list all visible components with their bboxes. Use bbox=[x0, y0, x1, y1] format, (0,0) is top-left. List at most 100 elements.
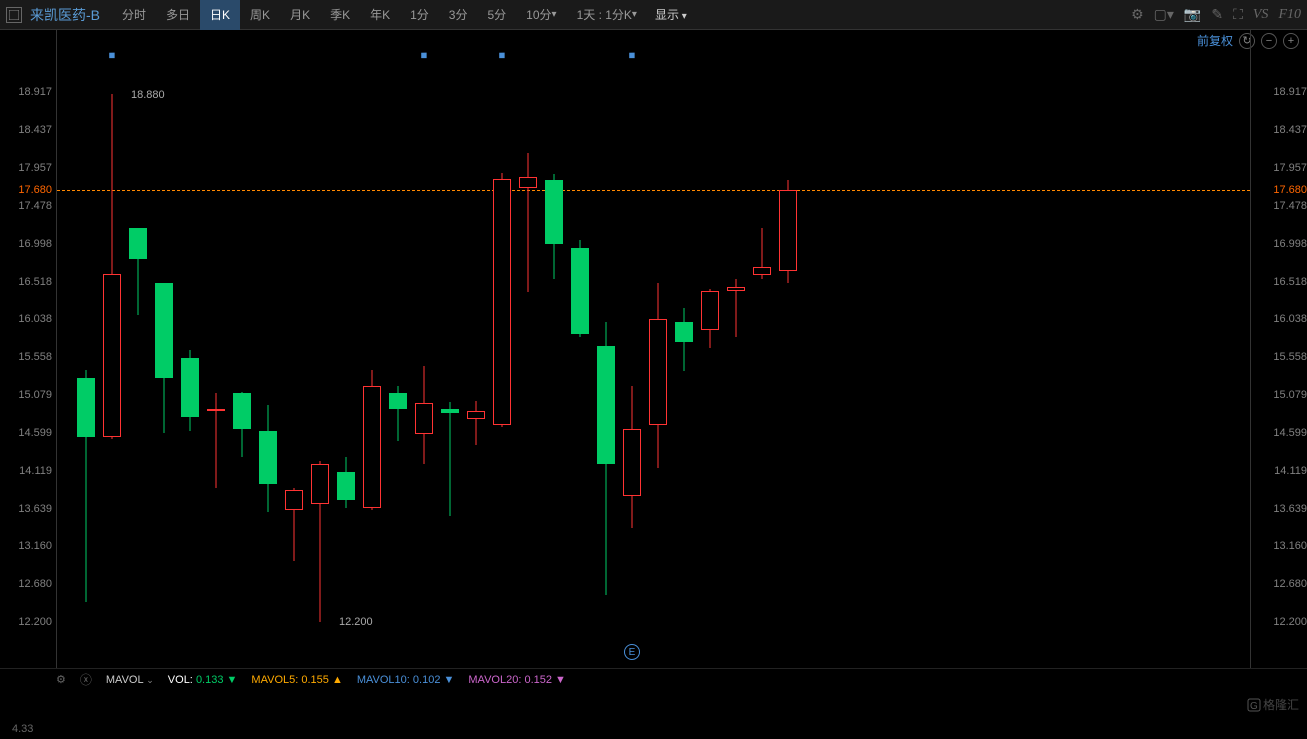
timeframe-tab-1[interactable]: 多日 bbox=[156, 0, 200, 30]
candle[interactable] bbox=[441, 30, 459, 668]
timeframe-tab-8[interactable]: 3分 bbox=[439, 0, 478, 30]
candle[interactable] bbox=[519, 30, 537, 668]
chart-area: 18.917 18.437 17.957 17.680 17.478 16.998 16.5… bbox=[0, 30, 1307, 668]
y-tick: 16.998 bbox=[0, 238, 56, 250]
down-arrow-icon: ▼ bbox=[444, 674, 455, 686]
timeframe-tab-6[interactable]: 年K bbox=[360, 0, 400, 30]
stock-name[interactable]: 来凯医药-B bbox=[30, 5, 100, 25]
y-tick: 18.437 bbox=[1251, 124, 1307, 136]
fullscreen-icon[interactable]: ⛶ bbox=[1233, 6, 1243, 23]
y-tick: 17.957 bbox=[1251, 162, 1307, 174]
mavol-label[interactable]: MAVOL ⌄ bbox=[106, 674, 154, 686]
vs-button[interactable]: VS bbox=[1253, 7, 1269, 23]
y-tick: 16.998 bbox=[1251, 238, 1307, 250]
candle[interactable] bbox=[129, 30, 147, 668]
y-tick: 16.518 bbox=[1251, 276, 1307, 288]
candle[interactable] bbox=[753, 30, 771, 668]
timeframe-tab-3[interactable]: 周K bbox=[240, 0, 280, 30]
timeframe-tab-7[interactable]: 1分 bbox=[400, 0, 439, 30]
y-tick: 13.639 bbox=[1251, 503, 1307, 515]
down-arrow-icon: ▼ bbox=[227, 674, 238, 686]
candle[interactable] bbox=[571, 30, 589, 668]
candle[interactable] bbox=[467, 30, 485, 668]
candle[interactable] bbox=[493, 30, 511, 668]
menu-icon[interactable] bbox=[6, 7, 22, 23]
candle[interactable] bbox=[545, 30, 563, 668]
top-toolbar: 来凯医药-B 分时多日日K周K月K季K年K1分3分5分10分1天 : 1分K 显… bbox=[0, 0, 1307, 30]
bottom-cut-value: 4.33 bbox=[12, 723, 33, 735]
y-tick: 12.680 bbox=[0, 578, 56, 590]
timeframe-tab-5[interactable]: 季K bbox=[320, 0, 360, 30]
candle[interactable] bbox=[597, 30, 615, 668]
toolbar-right: ⚙ ▢▾ 📷 ✎ ⛶ VS F10 bbox=[1131, 6, 1301, 23]
up-arrow-icon: ▲ bbox=[332, 674, 343, 686]
y-tick: 13.639 bbox=[0, 503, 56, 515]
y-tick: 18.917 bbox=[0, 86, 56, 98]
y-tick: 16.038 bbox=[0, 313, 56, 325]
y-axis-right: 18.917 18.437 17.957 17.680 17.478 16.998 16.5… bbox=[1251, 30, 1307, 668]
timeframe-tabs: 分时多日日K周K月K季K年K1分3分5分10分1天 : 1分K bbox=[112, 0, 647, 30]
timeframe-tab-11[interactable]: 1天 : 1分K bbox=[567, 0, 647, 30]
candle[interactable] bbox=[103, 30, 121, 668]
y-tick: 12.200 bbox=[0, 616, 56, 628]
y-tick: 12.680 bbox=[1251, 578, 1307, 590]
candle[interactable] bbox=[285, 30, 303, 668]
watermark: G 格隆汇 bbox=[1247, 696, 1299, 713]
chart-canvas[interactable]: 18.88012.200◆◆◆◆E bbox=[56, 30, 1251, 668]
candle[interactable] bbox=[649, 30, 667, 668]
timeframe-tab-10[interactable]: 10分 bbox=[516, 0, 566, 30]
y-axis-left: 18.91718.43717.95717.68017.47816.99816.5… bbox=[0, 30, 56, 668]
candle[interactable] bbox=[259, 30, 277, 668]
display-dropdown[interactable]: 显示 bbox=[655, 6, 687, 23]
y-tick: 15.079 bbox=[1251, 389, 1307, 401]
candle[interactable] bbox=[207, 30, 225, 668]
candle[interactable] bbox=[233, 30, 251, 668]
mavol20-indicator: MAVOL20: 0.152 ▼ bbox=[468, 674, 566, 686]
f10-button[interactable]: F10 bbox=[1278, 7, 1301, 23]
y-tick: 17.680 bbox=[1251, 184, 1307, 196]
high-annotation: 18.880 bbox=[131, 89, 165, 101]
y-tick: 14.119 bbox=[1251, 465, 1307, 477]
timeframe-tab-4[interactable]: 月K bbox=[280, 0, 320, 30]
candle[interactable] bbox=[779, 30, 797, 668]
settings-gear-icon[interactable]: ⚙ bbox=[1131, 6, 1144, 23]
y-tick: 14.119 bbox=[0, 465, 56, 477]
y-tick: 16.038 bbox=[1251, 313, 1307, 325]
timeframe-tab-9[interactable]: 5分 bbox=[477, 0, 516, 30]
y-tick: 17.478 bbox=[1251, 200, 1307, 212]
candle[interactable] bbox=[389, 30, 407, 668]
candle[interactable] bbox=[77, 30, 95, 668]
candle[interactable] bbox=[181, 30, 199, 668]
candle[interactable] bbox=[155, 30, 173, 668]
candle[interactable] bbox=[337, 30, 355, 668]
candle[interactable] bbox=[415, 30, 433, 668]
candle[interactable] bbox=[363, 30, 381, 668]
down-arrow-icon: ▼ bbox=[555, 674, 566, 686]
y-tick: 13.160 bbox=[0, 540, 56, 552]
candle[interactable] bbox=[623, 30, 641, 668]
vol-indicator: VOL: 0.133 ▼ bbox=[168, 674, 238, 686]
y-tick: 14.599 bbox=[1251, 427, 1307, 439]
edit-pencil-icon[interactable]: ✎ bbox=[1211, 6, 1223, 23]
y-tick: 16.518 bbox=[0, 276, 56, 288]
volume-close-icon[interactable]: ⓧ bbox=[80, 671, 92, 688]
y-tick: 15.079 bbox=[0, 389, 56, 401]
camera-icon[interactable]: 📷 bbox=[1184, 6, 1201, 23]
volume-settings-icon[interactable]: ⚙ bbox=[56, 673, 66, 686]
y-tick: 14.599 bbox=[0, 427, 56, 439]
candle[interactable] bbox=[675, 30, 693, 668]
y-tick: 17.680 bbox=[0, 184, 56, 196]
mavol10-indicator: MAVOL10: 0.102 ▼ bbox=[357, 674, 455, 686]
timeframe-tab-2[interactable]: 日K bbox=[200, 0, 240, 30]
y-tick: 17.957 bbox=[0, 162, 56, 174]
y-tick: 12.200 bbox=[1251, 616, 1307, 628]
box-dropdown-icon[interactable]: ▢▾ bbox=[1154, 6, 1174, 23]
y-tick: 13.160 bbox=[1251, 540, 1307, 552]
candle[interactable] bbox=[727, 30, 745, 668]
candle[interactable] bbox=[701, 30, 719, 668]
y-tick: 18.917 bbox=[1251, 86, 1307, 98]
mavol5-indicator: MAVOL5: 0.155 ▲ bbox=[251, 674, 342, 686]
timeframe-tab-0[interactable]: 分时 bbox=[112, 0, 156, 30]
earnings-marker-icon[interactable]: E bbox=[624, 644, 640, 660]
candle[interactable] bbox=[311, 30, 329, 668]
